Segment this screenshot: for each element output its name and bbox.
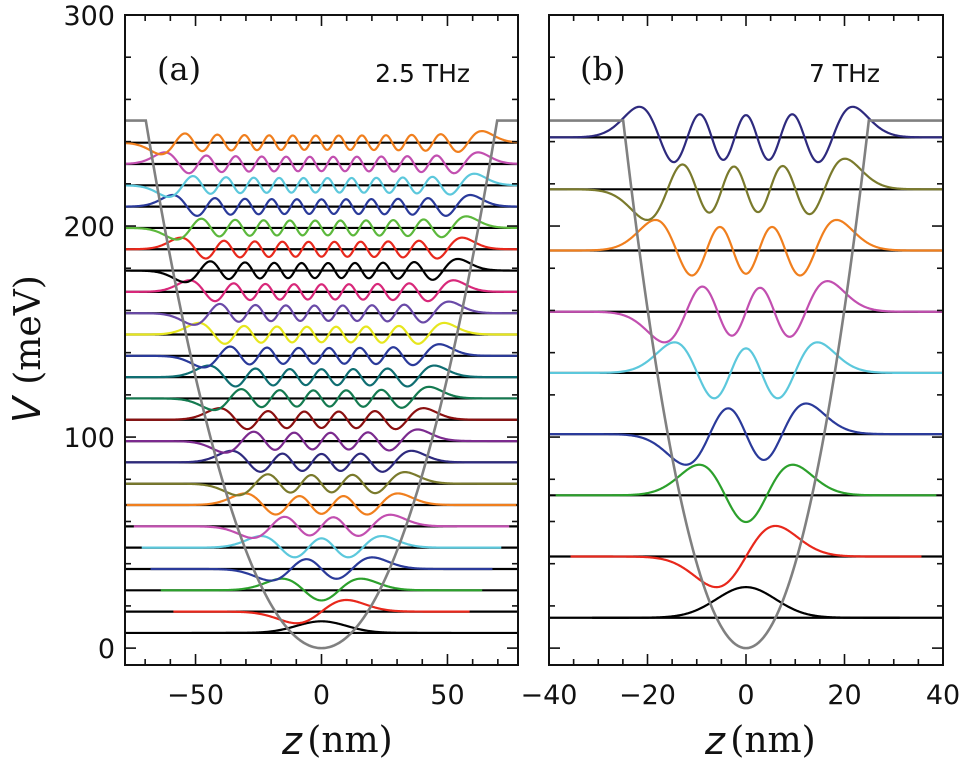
frequency-label: 2.5 THz — [375, 59, 470, 88]
panel-label: (b) — [580, 50, 625, 88]
wavefunction — [191, 620, 452, 635]
wavefunction — [150, 556, 493, 582]
panel-a-xlabel: z — [281, 719, 303, 763]
wavefunction — [125, 449, 518, 473]
wavefunction — [549, 341, 943, 400]
wavefunction — [549, 218, 943, 277]
ylabel: V — [5, 394, 49, 423]
x-tick-label: 50 — [430, 680, 464, 711]
panel-a-xlabel-unit: (nm) — [307, 720, 392, 761]
wavefunction — [125, 215, 518, 241]
wavefunction — [125, 300, 518, 326]
wavefunction — [125, 385, 518, 412]
wavefunction — [549, 402, 943, 466]
wavefunction — [125, 172, 518, 199]
wavefunction — [125, 343, 518, 369]
x-tick-label: 40 — [926, 680, 960, 711]
x-tick-label: 0 — [737, 680, 754, 711]
x-tick-label: 0 — [313, 680, 330, 711]
y-tick-label: 0 — [98, 634, 115, 665]
wavefunction — [591, 586, 901, 619]
x-tick-label: −50 — [167, 680, 224, 711]
wavefunction — [555, 463, 937, 524]
wavefunction — [125, 407, 518, 431]
panel-b: −40 −20 0 20 40 (b) 7 THz — [521, 14, 960, 711]
wavefunction — [125, 471, 518, 497]
plot-area — [125, 119, 518, 650]
wavefunction — [126, 492, 517, 516]
axis-labels: z (nm) z (nm) V (meV) — [5, 275, 816, 763]
wavefunction — [141, 534, 502, 559]
potential-curve — [549, 119, 943, 650]
y-tick-label: 200 — [63, 212, 115, 243]
x-tick-label: −20 — [619, 680, 676, 711]
wavefunction — [125, 279, 518, 303]
frequency-label: 7 THz — [809, 59, 880, 88]
wavefunction — [549, 157, 943, 222]
plot-area — [549, 105, 943, 650]
panel-b-xlabel: z — [704, 719, 726, 763]
wavefunction — [125, 129, 518, 156]
axes-frame — [548, 14, 944, 666]
wavefunction — [125, 236, 518, 260]
wavefunction — [173, 598, 470, 625]
potential-curve — [125, 119, 518, 650]
wavefunction — [160, 577, 483, 602]
wavefunction — [125, 428, 518, 454]
wavefunction — [570, 524, 922, 589]
wavefunction — [125, 193, 518, 217]
wavefunction — [549, 280, 943, 344]
x-tick-label: −40 — [521, 680, 578, 711]
panel-label: (a) — [157, 50, 201, 88]
wavefunction — [125, 364, 518, 388]
panel-a: 0 100 200 300 −50 0 50 (a) 2.5 THz — [63, 1, 519, 711]
wavefunction — [125, 257, 518, 284]
x-tick-label: 20 — [827, 680, 861, 711]
ylabel-unit: (meV) — [8, 275, 49, 385]
wavefunction — [133, 513, 510, 540]
panel-b-xlabel-unit: (nm) — [730, 720, 815, 761]
wavefunction — [125, 151, 518, 175]
y-tick-label: 300 — [63, 1, 115, 32]
wavefunction — [549, 105, 943, 164]
y-tick-label: 100 — [63, 423, 115, 454]
